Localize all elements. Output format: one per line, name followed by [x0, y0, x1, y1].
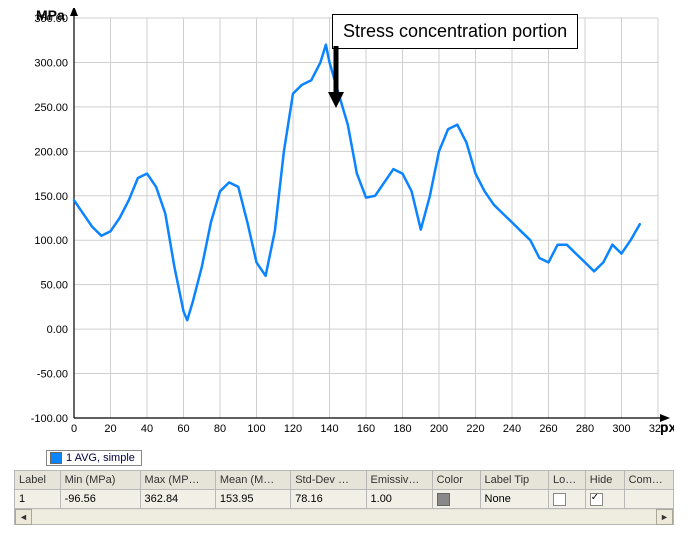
legend-label: 1 AVG, simple — [66, 452, 135, 464]
cell-lo[interactable] — [548, 490, 585, 509]
table-header-row: LabelMin (MPa)Max (MP…Mean (M…Std-Dev …E… — [15, 471, 674, 490]
cell-label: 1 — [15, 490, 61, 509]
screenshot-root: 0204060801001201401601802002202402602803… — [0, 0, 700, 545]
cell-min: -96.56 — [60, 490, 140, 509]
cell-stddev: 78.16 — [291, 490, 366, 509]
stats-table: LabelMin (MPa)Max (MP…Mean (M…Std-Dev …E… — [14, 470, 674, 509]
table-row[interactable]: 1 -96.56 362.84 153.95 78.16 1.00 None — [15, 490, 674, 509]
col-header[interactable]: Hide — [585, 471, 624, 490]
horizontal-scrollbar[interactable]: ◄ ► — [14, 509, 674, 525]
annotation-arrow — [14, 8, 674, 448]
col-header[interactable]: Label — [15, 471, 61, 490]
table-wrap: LabelMin (MPa)Max (MP…Mean (M…Std-Dev …E… — [14, 470, 674, 525]
legend: 1 AVG, simple — [46, 450, 142, 466]
cell-labeltip: None — [480, 490, 548, 509]
color-swatch — [437, 493, 450, 506]
legend-swatch — [50, 452, 62, 464]
chart-area: 0204060801001201401601802002202402602803… — [14, 8, 674, 448]
scroll-right-button[interactable]: ► — [656, 509, 673, 525]
scroll-track[interactable] — [32, 510, 656, 524]
cell-max: 362.84 — [140, 490, 215, 509]
checkbox-hide[interactable] — [590, 493, 603, 506]
cell-hide[interactable] — [585, 490, 624, 509]
cell-color — [432, 490, 480, 509]
scroll-left-button[interactable]: ◄ — [15, 509, 32, 525]
col-header[interactable]: Min (MPa) — [60, 471, 140, 490]
col-header[interactable]: Lo… — [548, 471, 585, 490]
col-header[interactable]: Com… — [624, 471, 673, 490]
cell-com — [624, 490, 673, 509]
cell-emissiv: 1.00 — [366, 490, 432, 509]
col-header[interactable]: Emissiv… — [366, 471, 432, 490]
checkbox-lo[interactable] — [553, 493, 566, 506]
col-header[interactable]: Max (MP… — [140, 471, 215, 490]
col-header[interactable]: Std-Dev … — [291, 471, 366, 490]
col-header[interactable]: Mean (M… — [215, 471, 290, 490]
col-header[interactable]: Color — [432, 471, 480, 490]
cell-mean: 153.95 — [215, 490, 290, 509]
col-header[interactable]: Label Tip — [480, 471, 548, 490]
